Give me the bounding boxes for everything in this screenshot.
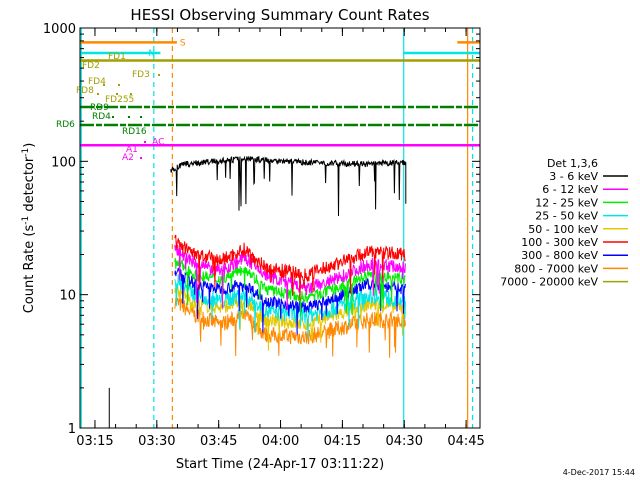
legend-entry-label: 25 - 50 keV bbox=[535, 210, 598, 223]
series-line bbox=[170, 155, 407, 217]
legend-entry-label: 50 - 100 keV bbox=[528, 223, 598, 236]
x-axis-label: Start Time (24-Apr-17 03:11:22) bbox=[176, 457, 384, 472]
timestamp: 4-Dec-2017 15:44 bbox=[563, 468, 635, 477]
flag-label: RD6 bbox=[56, 120, 75, 130]
x-tick-label: 04:45 bbox=[447, 434, 484, 449]
series-line bbox=[174, 297, 406, 358]
flag-label: FD3 bbox=[132, 70, 150, 80]
series-line bbox=[174, 267, 406, 335]
flag-dot bbox=[112, 116, 114, 118]
flag-dot bbox=[140, 157, 142, 159]
x-tick-label: 03:30 bbox=[138, 434, 175, 449]
flag-label: FD2 bbox=[82, 61, 100, 71]
flag-dot bbox=[140, 116, 142, 118]
legend-entry-label: 800 - 7000 keV bbox=[514, 262, 598, 275]
flag-label: RD16 bbox=[122, 127, 147, 137]
series-line bbox=[174, 234, 406, 301]
y-tick-label: 1000 bbox=[43, 22, 76, 37]
legend-entry-label: 3 - 6 keV bbox=[549, 170, 598, 183]
plot-frame bbox=[79, 27, 481, 429]
flag-line-label: N bbox=[148, 49, 155, 59]
flag-dot bbox=[118, 84, 120, 86]
x-tick-label: 04:30 bbox=[386, 434, 423, 449]
flag-dot bbox=[128, 116, 130, 118]
legend-entry-label: 100 - 300 keV bbox=[521, 236, 598, 249]
x-tick-label: 03:45 bbox=[200, 434, 237, 449]
legend-entry-label: 7000 - 20000 keV bbox=[500, 276, 598, 289]
x-tick-label: 04:00 bbox=[262, 434, 299, 449]
chart-title: HESSI Observing Summary Count Rates bbox=[130, 6, 429, 24]
flag-dot bbox=[116, 93, 118, 95]
flag-dot bbox=[103, 84, 105, 86]
flag-dot bbox=[130, 93, 132, 95]
series-line bbox=[174, 257, 406, 317]
y-tick-label: 100 bbox=[51, 155, 76, 170]
y-axis-label: Count Rate (s-1 detector-1) bbox=[21, 143, 37, 314]
flag-label: A2 bbox=[122, 153, 134, 163]
flag-dot bbox=[158, 74, 160, 76]
legend-entry-label: 300 - 800 keV bbox=[521, 249, 598, 262]
flag-label: RD4 bbox=[92, 112, 111, 122]
x-tick-label: 03:15 bbox=[76, 434, 113, 449]
series-line bbox=[174, 285, 406, 351]
x-tick-label: 04:15 bbox=[324, 434, 361, 449]
legend-entry-label: 12 - 25 keV bbox=[535, 196, 598, 209]
flag-label: FD1 bbox=[108, 52, 126, 62]
flag-line-label: S bbox=[180, 38, 186, 48]
y-tick-label: 1 bbox=[68, 422, 76, 437]
flag-dot bbox=[144, 141, 146, 143]
legend-title: Det 1,3,6 bbox=[547, 157, 598, 170]
legend-entry-label: 6 - 12 keV bbox=[542, 183, 598, 196]
flag-label: FD255 bbox=[105, 95, 134, 105]
flag-dot bbox=[97, 93, 99, 95]
flag-line-label: AC bbox=[152, 137, 164, 147]
flag-label: FD4 bbox=[88, 77, 106, 87]
flag-label: FD8 bbox=[76, 86, 94, 96]
flag-label: A1 bbox=[126, 145, 138, 155]
y-tick-label: 10 bbox=[59, 289, 76, 304]
